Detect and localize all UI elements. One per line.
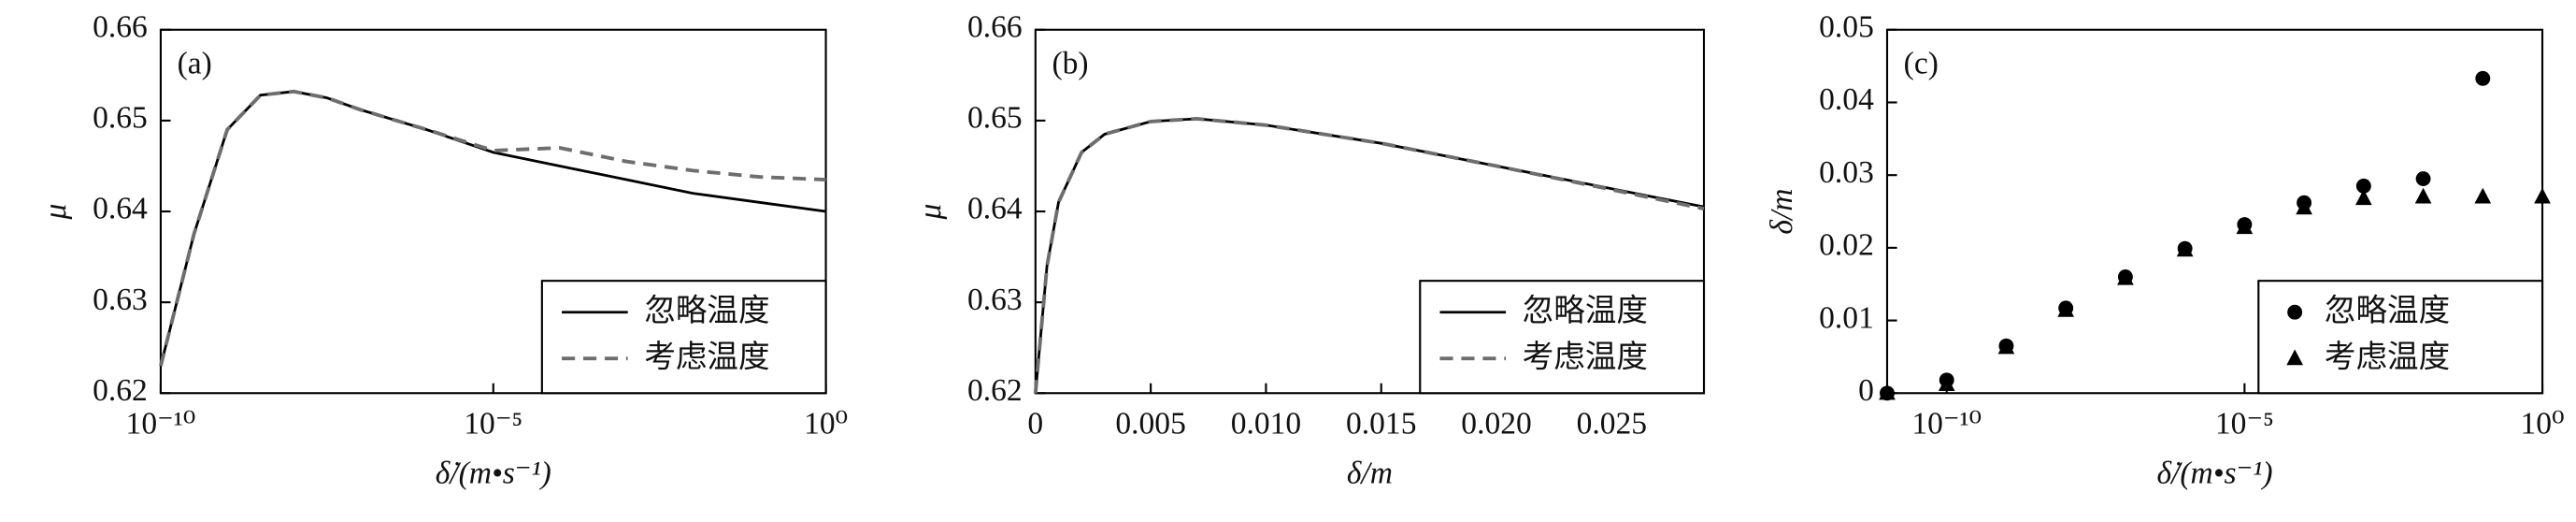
y-tick-label: 0.66 [93, 9, 148, 44]
series-line [1033, 117, 1705, 394]
plot-frame [1885, 28, 2544, 395]
panel-label: (b) [1052, 46, 1088, 80]
y-tick-label: 0.62 [93, 373, 148, 408]
y-tick-label: 0.05 [1819, 9, 1874, 44]
legend-label: 考虑温度 [1523, 339, 1648, 375]
legend-label: 考虑温度 [644, 339, 769, 375]
y-tick-label: 0.65 [93, 101, 148, 136]
legend-label: 考虑温度 [2325, 339, 2450, 375]
x-axis-label: δ/m [1347, 456, 1393, 490]
series-line [159, 89, 826, 367]
y-tick-label: 0.63 [967, 283, 1023, 317]
legend-swatch [2286, 349, 2303, 366]
triangle-marker [2176, 240, 2194, 257]
panel-label: (c) [1904, 46, 1939, 80]
triangle-marker [1879, 384, 1896, 400]
x-tick-label: 0.005 [1115, 406, 1185, 441]
x-tick-label: 10⁻¹⁰ [1911, 406, 1982, 441]
legend-swatch [2287, 304, 2303, 320]
legend-label: 忽略温度 [2325, 292, 2450, 328]
y-tick-label: 0.01 [1819, 300, 1874, 335]
y-tick-label: 0.02 [1819, 228, 1874, 263]
x-tick-label: 0.025 [1577, 406, 1647, 441]
y-axis-label: μ [913, 204, 948, 221]
triangle-marker [2236, 218, 2254, 235]
triangle-marker [2355, 189, 2372, 206]
y-tick-label: 0.64 [967, 192, 1023, 226]
y-axis-label: μ [38, 204, 73, 221]
triangle-marker [2117, 268, 2134, 285]
legend-label: 忽略温度 [644, 292, 769, 328]
x-tick-label: 10⁻⁵ [464, 406, 522, 441]
legend-box [1419, 280, 1706, 395]
y-tick-label: 0.63 [93, 283, 148, 317]
circle-marker [2415, 171, 2431, 187]
panel-label: (a) [178, 46, 212, 80]
triangle-marker [2057, 300, 2075, 317]
circle-marker [2355, 178, 2371, 194]
y-tick-label: 0.03 [1819, 155, 1874, 190]
legend-label: 忽略温度 [1523, 292, 1648, 328]
legend-box [2257, 280, 2544, 395]
triangle-marker [2414, 187, 2432, 204]
x-tick-label: 0 [1027, 406, 1043, 441]
y-tick-label: 0.62 [967, 373, 1023, 408]
y-tick-label: 0.04 [1819, 82, 1874, 117]
x-tick-label: 10⁰ [2521, 406, 2565, 441]
y-tick-label: 0.64 [93, 192, 148, 226]
y-tick-label: 0 [1858, 373, 1874, 408]
x-tick-label: 10⁻¹⁰ [126, 406, 196, 441]
y-tick-label: 0.65 [967, 101, 1023, 136]
triangle-marker [1938, 375, 1955, 392]
triangle-marker [2534, 187, 2551, 204]
x-tick-label: 0.010 [1231, 406, 1301, 441]
y-tick-label: 0.66 [967, 9, 1023, 44]
triangle-marker [2474, 187, 2492, 204]
triangle-marker [1997, 338, 2015, 355]
x-tick-label: 10⁻⁵ [2215, 406, 2274, 441]
x-tick-label: 0.020 [1461, 406, 1531, 441]
x-tick-label: 10⁰ [804, 406, 848, 441]
triangle-marker [2296, 198, 2312, 215]
x-axis-label: δ̇/(m•s⁻¹) [436, 456, 551, 490]
x-axis-label: δ̇/(m•s⁻¹) [2156, 456, 2272, 490]
legend-box [540, 280, 827, 395]
x-tick-label: 0.015 [1346, 406, 1416, 441]
circle-marker [2475, 70, 2491, 86]
y-axis-label: δ/m [1765, 188, 1799, 234]
